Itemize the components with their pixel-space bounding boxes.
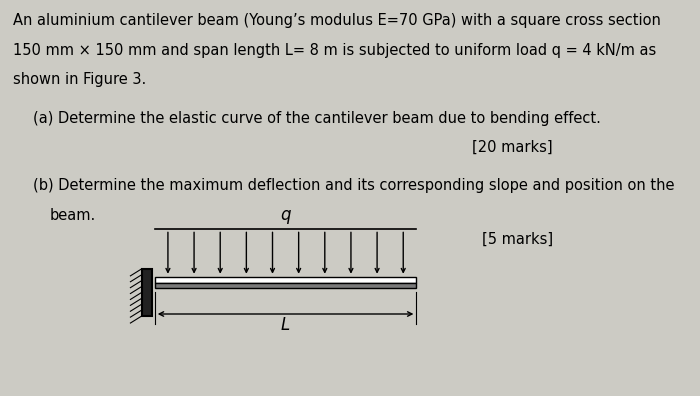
Text: (b) Determine the maximum deflection and its corresponding slope and position on: (b) Determine the maximum deflection and… bbox=[33, 178, 674, 193]
Text: shown in Figure 3.: shown in Figure 3. bbox=[13, 72, 146, 87]
Text: beam.: beam. bbox=[50, 208, 96, 223]
Bar bbox=[155, 277, 416, 283]
Bar bbox=[155, 283, 416, 288]
Text: L: L bbox=[281, 316, 290, 334]
Text: (a) Determine the elastic curve of the cantilever beam due to bending effect.: (a) Determine the elastic curve of the c… bbox=[33, 110, 601, 126]
Text: 150 mm × 150 mm and span length L= 8 m is subjected to uniform load q = 4 kN/m a: 150 mm × 150 mm and span length L= 8 m i… bbox=[13, 43, 656, 58]
Text: An aluminium cantilever beam (Young’s modulus E=70 GPa) with a square cross sect: An aluminium cantilever beam (Young’s mo… bbox=[13, 13, 661, 28]
Text: [5 marks]: [5 marks] bbox=[482, 231, 553, 246]
Bar bbox=[142, 269, 152, 316]
Text: q: q bbox=[280, 206, 290, 224]
Text: [20 marks]: [20 marks] bbox=[472, 140, 553, 155]
